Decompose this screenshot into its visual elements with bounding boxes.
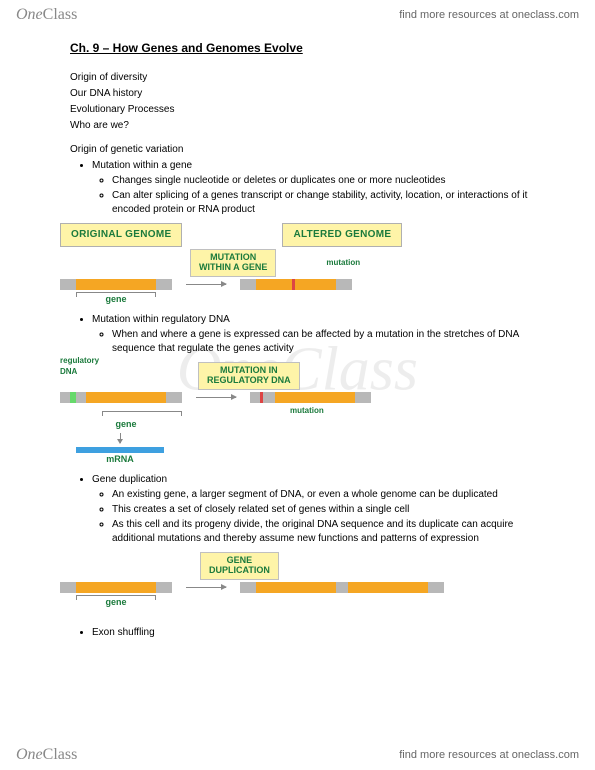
header-tagline: find more resources at oneclass.com — [399, 9, 579, 21]
gene-bar-regulatory-original — [60, 392, 182, 403]
label-gene-duplication: GENE DUPLICATION — [200, 552, 279, 580]
page-title: Ch. 9 – How Genes and Genomes Evolve — [70, 40, 545, 57]
label-gene: gene — [60, 418, 192, 431]
list-item: Can alter splicing of a genes transcript… — [112, 189, 545, 217]
gene-bar-altered — [240, 279, 352, 290]
gene-bracket — [102, 411, 182, 412]
logo: OneClass — [16, 746, 77, 764]
gene-bar-single — [60, 582, 172, 593]
list-item: As this cell and its progeny divide, the… — [112, 518, 545, 546]
arrow-icon — [186, 587, 226, 588]
list-item: This creates a set of closely related se… — [112, 503, 545, 517]
logo-part1: One — [16, 746, 43, 763]
gene-bracket — [76, 292, 156, 293]
list-item: Changes single nucleotide or deletes or … — [112, 174, 545, 188]
diagram-gene-duplication: GENE DUPLICATION gene — [60, 552, 545, 608]
intro-line: Evolutionary Processes — [70, 103, 545, 117]
gene-bracket — [76, 595, 156, 596]
label-mutation: mutation — [326, 257, 360, 268]
bullet-text: Mutation within regulatory DNA — [92, 314, 230, 325]
arrow-icon — [196, 397, 236, 398]
label-mutation-within: MUTATION WITHIN A GENE — [190, 249, 276, 277]
logo-part2: Class — [43, 746, 78, 763]
label-altered-genome: ALTERED GENOME — [282, 223, 402, 247]
label-regulatory-dna: regulatory DNA — [60, 355, 108, 377]
list-item: An existing gene, a larger segment of DN… — [112, 488, 545, 502]
intro-line: Our DNA history — [70, 87, 545, 101]
gene-bar-regulatory-altered — [250, 392, 371, 403]
logo-part2: Class — [43, 6, 78, 23]
page-header: OneClass find more resources at oneclass… — [0, 0, 595, 30]
logo: OneClass — [16, 6, 77, 24]
gene-bar-duplicated — [240, 582, 444, 593]
label-mutation: mutation — [290, 405, 324, 416]
list-item: Mutation within a gene Changes single nu… — [92, 159, 545, 217]
gene-bar-original — [60, 279, 172, 290]
label-original-genome: ORIGINAL GENOME — [60, 223, 182, 247]
section-heading: Origin of genetic variation — [70, 143, 545, 157]
bullet-text: Gene duplication — [92, 474, 167, 485]
intro-line: Origin of diversity — [70, 71, 545, 85]
list-item: When and where a gene is expressed can b… — [112, 328, 545, 356]
arrow-down-icon — [120, 433, 121, 443]
footer-tagline: find more resources at oneclass.com — [399, 749, 579, 761]
list-item: Exon shuffling — [92, 626, 545, 640]
logo-part1: One — [16, 6, 43, 23]
diagram-mutation-regulatory: regulatory DNA MUTATION IN REGULATORY DN… — [60, 362, 545, 465]
bullet-text: Mutation within a gene — [92, 160, 192, 171]
arrow-icon — [186, 284, 226, 285]
list-item: Gene duplication An existing gene, a lar… — [92, 473, 545, 546]
label-mutation-regulatory: MUTATION IN REGULATORY DNA — [198, 362, 300, 390]
page-footer: OneClass find more resources at oneclass… — [0, 740, 595, 770]
document-body: Ch. 9 – How Genes and Genomes Evolve Ori… — [70, 40, 545, 641]
list-item: Mutation within regulatory DNA When and … — [92, 313, 545, 356]
intro-line: Who are we? — [70, 119, 545, 133]
label-mrna: mRNA — [76, 453, 164, 466]
diagram-mutation-within-gene: ORIGINAL GENOME ALTERED GENOME MUTATION … — [60, 223, 545, 305]
